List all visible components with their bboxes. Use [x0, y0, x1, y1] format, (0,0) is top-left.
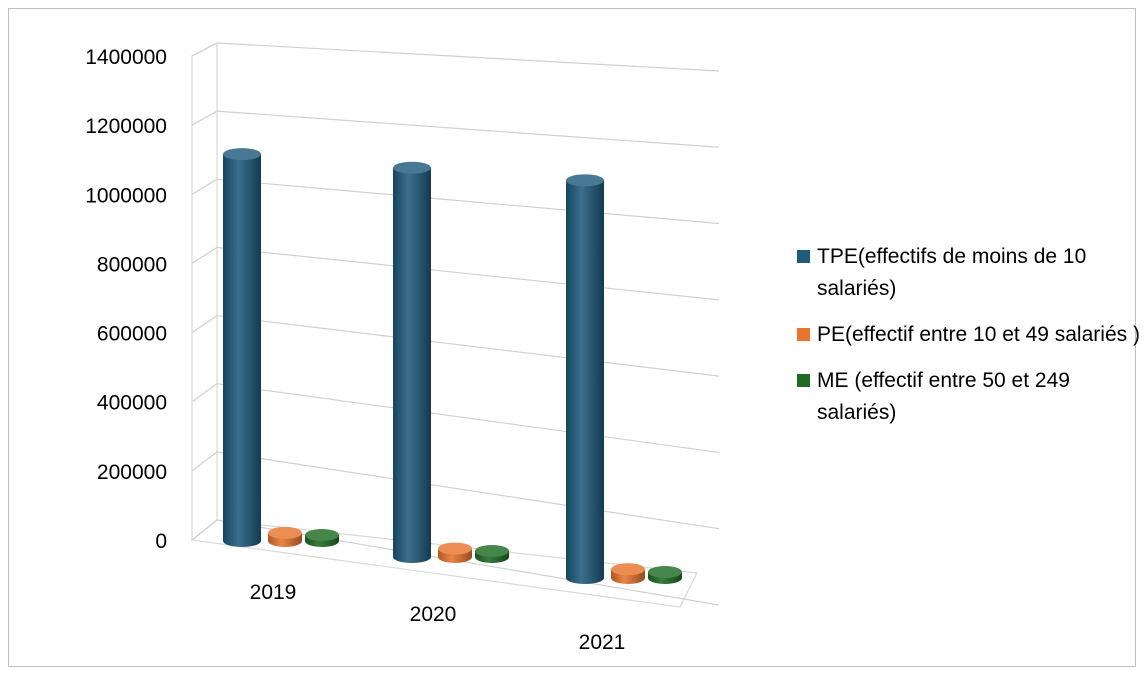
bar-cap: [611, 563, 645, 576]
bar-cap: [223, 148, 261, 161]
gridline-side: [191, 519, 218, 541]
bar-body: [566, 180, 604, 584]
bar-body: [223, 154, 261, 547]
bar-cap: [566, 174, 604, 187]
bar-cap: [475, 545, 509, 557]
gridline: [216, 314, 720, 377]
legend-item-tpe: TPE(effectifs de moins de 10 salariés): [797, 241, 1142, 305]
gridline: [216, 178, 720, 225]
gridline: [216, 246, 720, 301]
gridline: [216, 383, 720, 454]
y-tick-label: 1200000: [85, 115, 167, 138]
y-tick-label: 1400000: [85, 46, 167, 69]
gridline-side: [191, 246, 218, 264]
legend-label-pe: PE(effectif entre 10 et 49 salariés ): [817, 323, 1140, 346]
bar-cap: [393, 161, 431, 174]
bar-me-2021: [648, 566, 682, 584]
bar-tpe-2019: [223, 148, 261, 547]
x-tick-label: 2019: [250, 581, 297, 604]
gridlines: [191, 42, 720, 606]
chart-plot: 1400000 1200000 1000000 800000 600000 400000 2…: [85, 42, 720, 654]
gridline: [216, 451, 720, 530]
y-tick-label: 800000: [97, 253, 167, 276]
gridline: [216, 110, 720, 148]
gridline-side: [191, 178, 218, 195]
legend-swatch-tpe: [797, 250, 810, 263]
legend-item-me: ME (effectif entre 50 et 249 salariés): [797, 365, 1142, 429]
y-tick-label: 1000000: [85, 184, 167, 207]
legend-swatch-me: [797, 374, 810, 387]
bar-tpe-2021: [566, 174, 604, 584]
bar-pe-2021: [611, 563, 645, 584]
bar-tpe-2020: [393, 161, 431, 563]
gridline-side: [191, 315, 218, 334]
y-axis-ticks: 1400000 1200000 1000000 800000 600000 400000 2…: [85, 46, 167, 553]
y-tick-label: 0: [155, 530, 167, 553]
bar-cap: [268, 526, 302, 539]
bar-cap: [648, 566, 682, 578]
gridline: [216, 42, 720, 72]
x-tick-label: 2021: [579, 631, 626, 654]
bar-pe-2019: [268, 526, 302, 547]
gridline-side: [191, 42, 218, 57]
bar-cap: [305, 529, 339, 541]
y-tick-label: 200000: [97, 461, 167, 484]
bar-cap: [438, 542, 472, 555]
x-axis-ticks: 2019 2020 2021: [250, 581, 626, 654]
legend-swatch-pe: [797, 328, 810, 341]
bar-pe-2020: [438, 542, 472, 563]
gridline-side: [191, 383, 218, 403]
legend-label-tpe: TPE(effectifs de moins de 10 salariés): [817, 245, 1087, 300]
legend: TPE(effectifs de moins de 10 salariés) P…: [797, 241, 1142, 443]
legend-item-pe: PE(effectif entre 10 et 49 salariés ): [797, 319, 1142, 351]
bar-me-2020: [475, 545, 509, 563]
bar-me-2019: [305, 529, 339, 547]
y-tick-label: 400000: [97, 392, 167, 415]
legend-label-me: ME (effectif entre 50 et 249 salariés): [817, 369, 1070, 424]
bar-body: [393, 167, 431, 563]
bars: [223, 148, 682, 584]
gridline-side: [191, 110, 218, 126]
y-tick-label: 600000: [97, 323, 167, 346]
gridline-side: [191, 451, 218, 472]
x-tick-label: 2020: [410, 603, 457, 626]
chart-frame: 1400000 1200000 1000000 800000 600000 400000 2…: [8, 8, 1140, 667]
